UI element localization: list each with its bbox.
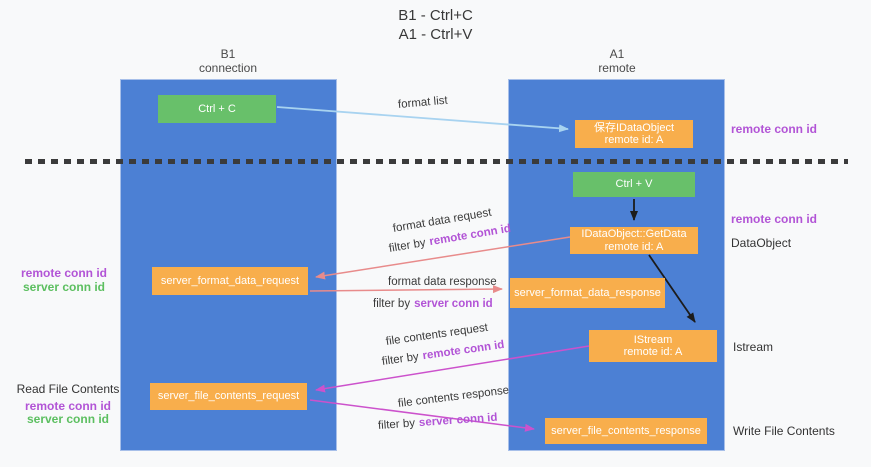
read-file-contents-block: Read File Contents remote conn id server… (8, 382, 128, 427)
arrow-file-contents-request (315, 345, 590, 393)
format-data-response-label: format data response (388, 276, 497, 288)
getdata-box: IDataObject::GetData remote id: A (570, 227, 698, 254)
server-format-data-request-label: server_format_data_request (160, 274, 300, 287)
arrow-format-list (276, 106, 569, 133)
arrow-format-data-response (309, 285, 503, 294)
getdata-line1: IDataObject::GetData (581, 228, 687, 240)
istream-box: IStream remote id: A (589, 330, 717, 362)
left-remote-conn-id-1: remote conn id (20, 266, 107, 280)
ctrl-c-box: Ctrl + C (158, 95, 276, 123)
read-file-contents-label: Read File Contents (16, 382, 120, 396)
saved-dataobject-box: 保存IDataObject remote id: A (575, 120, 693, 148)
istream-side-label: Istream (733, 340, 774, 354)
server-format-data-request-box: server_format_data_request (152, 267, 308, 295)
left-server-conn-id-1: server conn id (22, 279, 106, 294)
saved-dataobject-line1: 保存IDataObject (593, 121, 675, 134)
right-column-name: A1 (609, 47, 625, 61)
diagram-title: B1 - Ctrl+C A1 - Ctrl+V (0, 6, 871, 44)
left-column-header: B1 connection (158, 47, 298, 75)
server-conn-id-text: server conn id (414, 298, 493, 310)
filter-by-text: filter by (373, 298, 411, 310)
server-file-contents-response-box: server_file_contents_response (545, 418, 707, 444)
ctrl-c-label: Ctrl + C (198, 102, 236, 115)
dataobject-label: DataObject (731, 236, 792, 250)
arrow-format-data-request (315, 236, 571, 280)
phase-separator-dashed-line (25, 159, 848, 164)
getdata-line2: remote id: A (604, 240, 664, 253)
server-file-contents-request-label: server_file_contents_request (157, 390, 300, 403)
server-format-data-response-box: server_format_data_response (510, 278, 665, 308)
istream-line2: remote id: A (623, 346, 683, 358)
write-file-contents-label: Write File Contents (733, 424, 835, 438)
server-file-contents-request-box: server_file_contents_request (150, 383, 307, 410)
right-remote-conn-id-mid-label: remote conn id (731, 212, 818, 226)
left-server-conn-id-2: server conn id (26, 412, 110, 426)
right-column-role: remote (598, 61, 636, 75)
ctrl-v-box: Ctrl + V (573, 172, 695, 197)
right-column-header: A1 remote (547, 47, 687, 75)
istream-line1: IStream (633, 333, 673, 346)
left-column-role: connection (198, 61, 258, 75)
server-format-data-response-label: server_format_data_response (514, 286, 661, 299)
arrow-getdata-to-istream (648, 254, 696, 323)
left-remote-conn-id-2: remote conn id (24, 398, 111, 413)
ctrl-v-label: Ctrl + V (615, 178, 653, 191)
right-remote-conn-id-top-label: remote conn id (731, 122, 818, 136)
format-data-response-filter-label: filter by server conn id (373, 298, 493, 310)
left-conn-id-block: remote conn id server conn id (8, 266, 120, 294)
left-column-name: B1 (220, 47, 236, 61)
server-file-contents-response-label: server_file_contents_response (551, 424, 701, 437)
arrow-file-contents-response (309, 399, 535, 432)
saved-dataobject-line2: remote id: A (604, 134, 664, 146)
title-line-1: B1 - Ctrl+C (398, 7, 473, 24)
title-line-2: A1 - Ctrl+V (398, 26, 473, 43)
